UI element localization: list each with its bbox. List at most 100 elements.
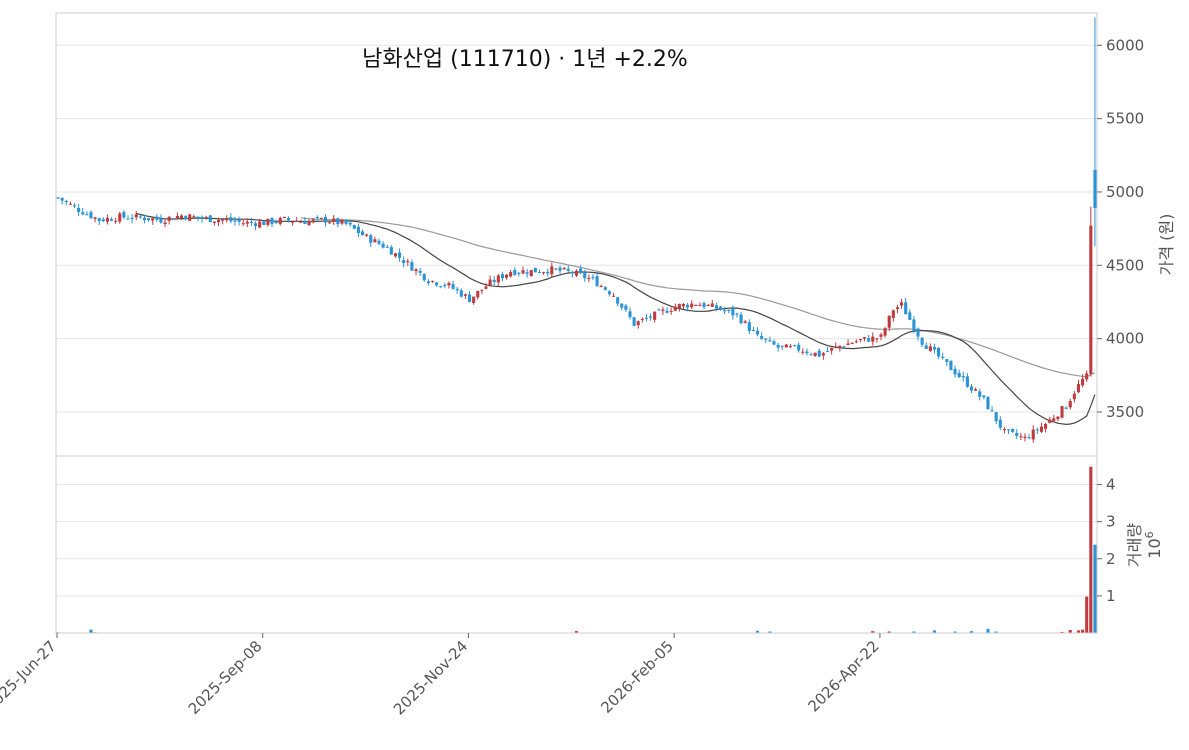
candle-body — [998, 419, 1002, 428]
candle-body — [163, 222, 167, 225]
candle-body — [776, 344, 780, 348]
candle-body — [764, 338, 768, 340]
candle-body — [932, 346, 937, 350]
candle-body — [1060, 406, 1064, 418]
price-tick-label: 5500 — [1106, 110, 1144, 128]
candle-body — [1076, 384, 1081, 393]
candle-body — [352, 224, 356, 229]
candle-body — [965, 376, 969, 387]
candle-body — [200, 216, 204, 219]
candle-body — [990, 410, 994, 412]
candle-body — [1089, 225, 1093, 374]
candle-body — [1072, 393, 1076, 400]
volume-bar — [1068, 630, 1072, 633]
candle-body — [282, 216, 286, 218]
candle-body — [286, 218, 291, 221]
candle-body — [591, 276, 595, 278]
candle-body — [1052, 418, 1056, 421]
volume-bar — [1093, 544, 1097, 633]
candle-body — [961, 375, 965, 378]
candle-body — [155, 216, 159, 220]
candle-body — [381, 243, 385, 248]
date-tick-label: 2025-Nov-24 — [390, 637, 471, 718]
candle-body — [1039, 426, 1043, 432]
candle-body — [344, 219, 348, 224]
candle-body — [192, 216, 196, 218]
candle-body — [356, 226, 360, 234]
candle-body — [953, 368, 957, 375]
candle-body — [505, 274, 509, 278]
candle-body — [496, 275, 500, 283]
candle-body — [686, 304, 690, 308]
candle-body — [842, 346, 846, 348]
candle-body — [1019, 436, 1023, 438]
candle-body — [307, 220, 311, 226]
candle-body — [677, 304, 681, 309]
candle-body — [949, 360, 953, 371]
candle-body — [974, 389, 978, 391]
candle-body — [68, 203, 72, 205]
candle-body — [488, 279, 492, 286]
candle-body — [521, 270, 525, 274]
candle-body — [546, 271, 550, 274]
candle-body — [607, 291, 611, 295]
candle-body — [788, 346, 793, 348]
ma-long-line — [300, 217, 1096, 378]
volume-gridlines — [56, 484, 1097, 597]
candle-body — [862, 337, 867, 339]
price-tick-label: 3500 — [1106, 403, 1144, 421]
candle-body — [138, 216, 142, 218]
candle-body — [254, 223, 258, 227]
volume-bar — [994, 631, 998, 633]
candle-body — [941, 356, 945, 358]
candle-body — [875, 338, 879, 340]
candle-body — [118, 213, 122, 222]
candle-body — [1064, 407, 1068, 409]
candle-body — [184, 216, 188, 220]
candle-body — [751, 329, 755, 331]
volume-bar — [953, 631, 957, 633]
candle-body — [542, 272, 546, 274]
candle-body — [89, 212, 93, 219]
ma-short-line — [136, 213, 1096, 426]
candle-body — [476, 290, 480, 298]
candle-body — [912, 319, 916, 331]
candle-body — [422, 273, 426, 281]
candle-body — [64, 200, 68, 202]
candle-body — [632, 317, 636, 326]
candle-body — [1002, 429, 1006, 431]
price-tick-label: 4000 — [1106, 330, 1144, 348]
candle-body — [414, 269, 418, 272]
volume-bar — [986, 628, 990, 633]
price-tick-label: 5000 — [1106, 183, 1144, 201]
candle-body — [303, 220, 307, 225]
candle-body — [817, 350, 821, 357]
candle-body — [628, 311, 632, 318]
candle-body — [653, 311, 657, 320]
candle-body — [895, 307, 899, 310]
volume-bar — [574, 631, 579, 633]
volume-bar — [1089, 466, 1093, 633]
candle-body — [640, 318, 644, 320]
candlesticks — [56, 17, 1097, 443]
candle-body — [1015, 432, 1019, 436]
candle-body — [291, 221, 295, 223]
candle-body — [426, 281, 430, 284]
date-tick-label: 2025-Jun-27 — [0, 637, 60, 715]
candle-body — [797, 344, 801, 351]
candle-body — [402, 260, 406, 264]
candle-body — [151, 218, 155, 221]
candle-body — [603, 287, 607, 290]
candle-body — [850, 343, 854, 345]
candle-body — [159, 218, 163, 223]
candle-body — [455, 289, 459, 291]
candle-body — [500, 274, 504, 279]
candle-body — [439, 286, 443, 288]
candle-body — [661, 309, 665, 311]
candle-body — [430, 280, 435, 282]
candle-body — [1093, 169, 1097, 209]
candle-body — [126, 218, 130, 220]
candle-body — [710, 303, 714, 307]
